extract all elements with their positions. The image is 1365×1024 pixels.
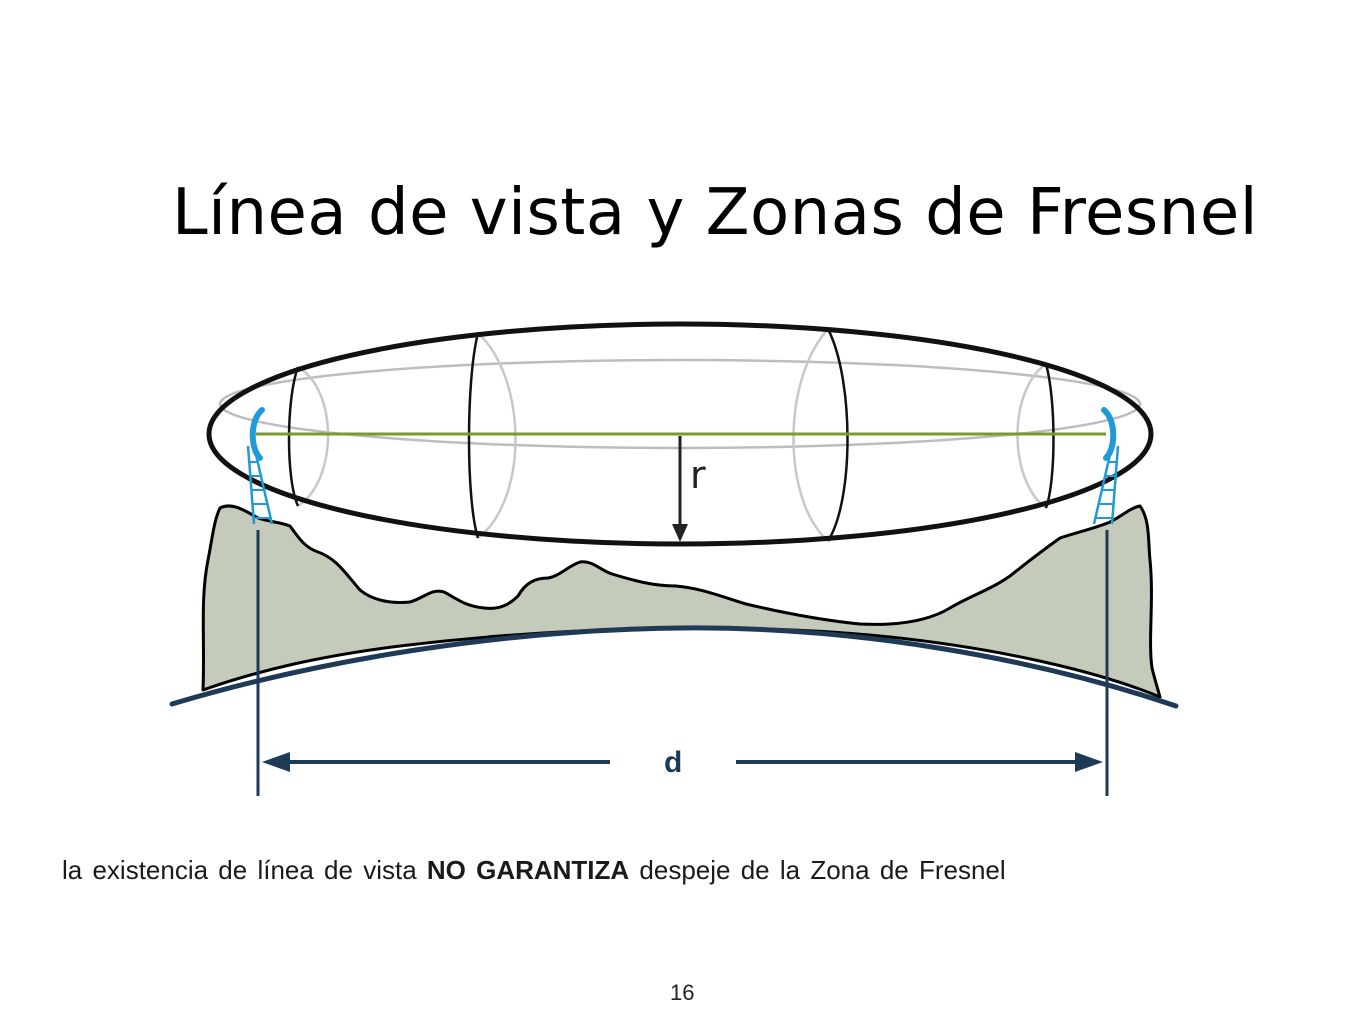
fresnel-ellipse bbox=[206, 321, 1154, 547]
right-antenna bbox=[1092, 407, 1120, 525]
caption-text-after: despeje de la Zona de Fresnel bbox=[629, 855, 1006, 885]
radius-label: r bbox=[690, 453, 706, 497]
left-antenna bbox=[246, 407, 274, 525]
caption-text-before: la existencia de línea de vista bbox=[62, 855, 427, 885]
slide-title: Línea de vista y Zonas de Fresnel bbox=[172, 176, 1258, 250]
caption: la existencia de línea de vista NO GARAN… bbox=[62, 855, 1006, 886]
page-number: 16 bbox=[670, 980, 695, 1005]
radius-arrow bbox=[672, 436, 688, 542]
distance-label: d bbox=[664, 746, 682, 779]
earth-curve bbox=[169, 625, 1179, 709]
caption-emphasis: NO GARANTIZA bbox=[426, 855, 630, 885]
distance-dimension bbox=[256, 530, 1109, 796]
terrain bbox=[201, 504, 1162, 699]
